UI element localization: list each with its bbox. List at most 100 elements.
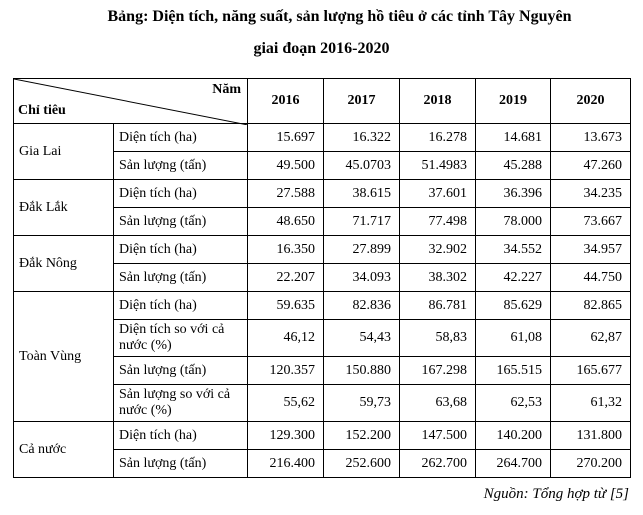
indicator-cell: Sản lượng (tấn) bbox=[113, 207, 248, 236]
value-cell: 48.650 bbox=[247, 207, 324, 236]
value-cell: 78.000 bbox=[475, 207, 551, 236]
value-cell: 45.288 bbox=[475, 151, 551, 180]
indicator-cell: Diện tích (ha) bbox=[113, 421, 248, 450]
value-cell: 49.500 bbox=[247, 151, 324, 180]
value-cell: 27.588 bbox=[247, 179, 324, 208]
value-cell: 140.200 bbox=[475, 421, 551, 450]
indicator-cell: Sản lượng so với cả nước (%) bbox=[113, 384, 248, 422]
value-cell: 86.781 bbox=[399, 291, 476, 320]
value-cell: 44.750 bbox=[550, 263, 631, 292]
value-cell: 16.322 bbox=[323, 123, 400, 152]
group-cell: Đắk Nông bbox=[13, 235, 114, 292]
value-cell: 38.615 bbox=[323, 179, 400, 208]
value-cell: 27.899 bbox=[323, 235, 400, 264]
data-table: Năm Chỉ tiêu 2016 2017 2018 2019 2020 Gia La… bbox=[13, 78, 631, 478]
year-header: 2018 bbox=[399, 78, 476, 124]
table-row: Cả nước Diện tích (ha) 129.300 152.200 147.5… bbox=[13, 421, 631, 478]
group-cell: Toàn Vùng bbox=[13, 291, 114, 422]
indicator-cell: Diện tích (ha) bbox=[113, 291, 248, 320]
table-row: Sản lượng so với cả nước (%) 55,62 59,73 63… bbox=[14, 384, 631, 422]
value-cell: 270.200 bbox=[550, 449, 631, 478]
value-cell: 13.673 bbox=[550, 123, 631, 152]
value-cell: 51.4983 bbox=[399, 151, 476, 180]
table-row: Diện tích so với cả nước (%) 46,12 54,43 58… bbox=[14, 319, 631, 357]
table-row: Đắk Lắk Diện tích (ha) 27.588 38.615 37.601 3… bbox=[13, 179, 631, 236]
value-cell: 34.235 bbox=[550, 179, 631, 208]
indicator-cell: Sản lượng (tấn) bbox=[113, 356, 248, 385]
value-cell: 147.500 bbox=[399, 421, 476, 450]
table-row: Đắk Nông Diện tích (ha) 16.350 27.899 32.902… bbox=[13, 235, 631, 292]
value-cell: 73.667 bbox=[550, 207, 631, 236]
table-row: Sản lượng (tấn) 216.400 252.600 262.700 264.… bbox=[14, 449, 631, 478]
value-cell: 129.300 bbox=[247, 421, 324, 450]
value-cell: 14.681 bbox=[475, 123, 551, 152]
value-cell: 47.260 bbox=[550, 151, 631, 180]
value-cell: 32.902 bbox=[399, 235, 476, 264]
year-header: 2020 bbox=[550, 78, 631, 124]
indicator-cell: Sản lượng (tấn) bbox=[113, 263, 248, 292]
table-row: Sản lượng (tấn) 22.207 34.093 38.302 42.227 4… bbox=[14, 263, 631, 292]
table-row: Gia Lai Diện tích (ha) 15.697 16.322 16.278 1… bbox=[13, 123, 631, 180]
value-cell: 61,08 bbox=[475, 319, 551, 357]
value-cell: 22.207 bbox=[247, 263, 324, 292]
indicator-cell: Sản lượng (tấn) bbox=[113, 449, 248, 478]
value-cell: 59.635 bbox=[247, 291, 324, 320]
value-cell: 15.697 bbox=[247, 123, 324, 152]
year-header: 2019 bbox=[475, 78, 551, 124]
value-cell: 46,12 bbox=[247, 319, 324, 357]
value-cell: 59,73 bbox=[323, 384, 400, 422]
value-cell: 82.865 bbox=[550, 291, 631, 320]
indicator-cell: Diện tích (ha) bbox=[113, 235, 248, 264]
value-cell: 62,87 bbox=[550, 319, 631, 357]
value-cell: 165.515 bbox=[475, 356, 551, 385]
group-cell: Gia Lai bbox=[13, 123, 114, 180]
value-cell: 264.700 bbox=[475, 449, 551, 478]
value-cell: 82.836 bbox=[323, 291, 400, 320]
value-cell: 38.302 bbox=[399, 263, 476, 292]
value-cell: 63,68 bbox=[399, 384, 476, 422]
value-cell: 61,32 bbox=[550, 384, 631, 422]
value-cell: 37.601 bbox=[399, 179, 476, 208]
value-cell: 34.957 bbox=[550, 235, 631, 264]
value-cell: 55,62 bbox=[247, 384, 324, 422]
value-cell: 150.880 bbox=[323, 356, 400, 385]
value-cell: 16.350 bbox=[247, 235, 324, 264]
row-header-label: Chỉ tiêu bbox=[18, 103, 66, 118]
title: Bảng: Diện tích, năng suất, sản lượng hồ… bbox=[107, 8, 572, 25]
value-cell: 58,83 bbox=[399, 319, 476, 357]
value-cell: 54,43 bbox=[323, 319, 400, 357]
value-cell: 167.298 bbox=[399, 356, 476, 385]
value-cell: 62,53 bbox=[475, 384, 551, 422]
value-cell: 42.227 bbox=[475, 263, 551, 292]
value-cell: 34.093 bbox=[323, 263, 400, 292]
value-cell: 216.400 bbox=[247, 449, 324, 478]
group-cell: Đắk Lắk bbox=[13, 179, 114, 236]
value-cell: 34.552 bbox=[475, 235, 551, 264]
value-cell: 165.677 bbox=[550, 356, 631, 385]
table-row: Toàn Vùng Diện tích (ha) 59.635 82.836 86.78… bbox=[13, 291, 631, 422]
value-cell: 262.700 bbox=[399, 449, 476, 478]
indicator-cell: Diện tích (ha) bbox=[113, 179, 248, 208]
col-header-label: Năm bbox=[212, 82, 241, 97]
value-cell: 45.0703 bbox=[323, 151, 400, 180]
title: giai đoạn 2016-2020 bbox=[253, 40, 390, 57]
corner-cell: Năm Chỉ tiêu bbox=[13, 78, 248, 125]
header-row: Năm Chỉ tiêu 2016 2017 2018 2019 2020 bbox=[13, 78, 631, 125]
value-cell: 85.629 bbox=[475, 291, 551, 320]
indicator-cell: Sản lượng (tấn) bbox=[113, 151, 248, 180]
value-cell: 77.498 bbox=[399, 207, 476, 236]
indicator-cell: Diện tích so với cả nước (%) bbox=[113, 319, 248, 357]
value-cell: 71.717 bbox=[323, 207, 400, 236]
value-cell: 252.600 bbox=[323, 449, 400, 478]
value-cell: 16.278 bbox=[399, 123, 476, 152]
value-cell: 152.200 bbox=[323, 421, 400, 450]
value-cell: 131.800 bbox=[550, 421, 631, 450]
diagonal bbox=[14, 79, 248, 125]
year-header: 2017 bbox=[323, 78, 400, 124]
value-cell: 120.357 bbox=[247, 356, 324, 385]
value-cell: 36.396 bbox=[475, 179, 551, 208]
source-note: Nguồn: Tổng hợp từ [5] bbox=[483, 486, 629, 502]
indicator-cell: Diện tích (ha) bbox=[113, 123, 248, 152]
year-header: 2016 bbox=[247, 78, 324, 124]
